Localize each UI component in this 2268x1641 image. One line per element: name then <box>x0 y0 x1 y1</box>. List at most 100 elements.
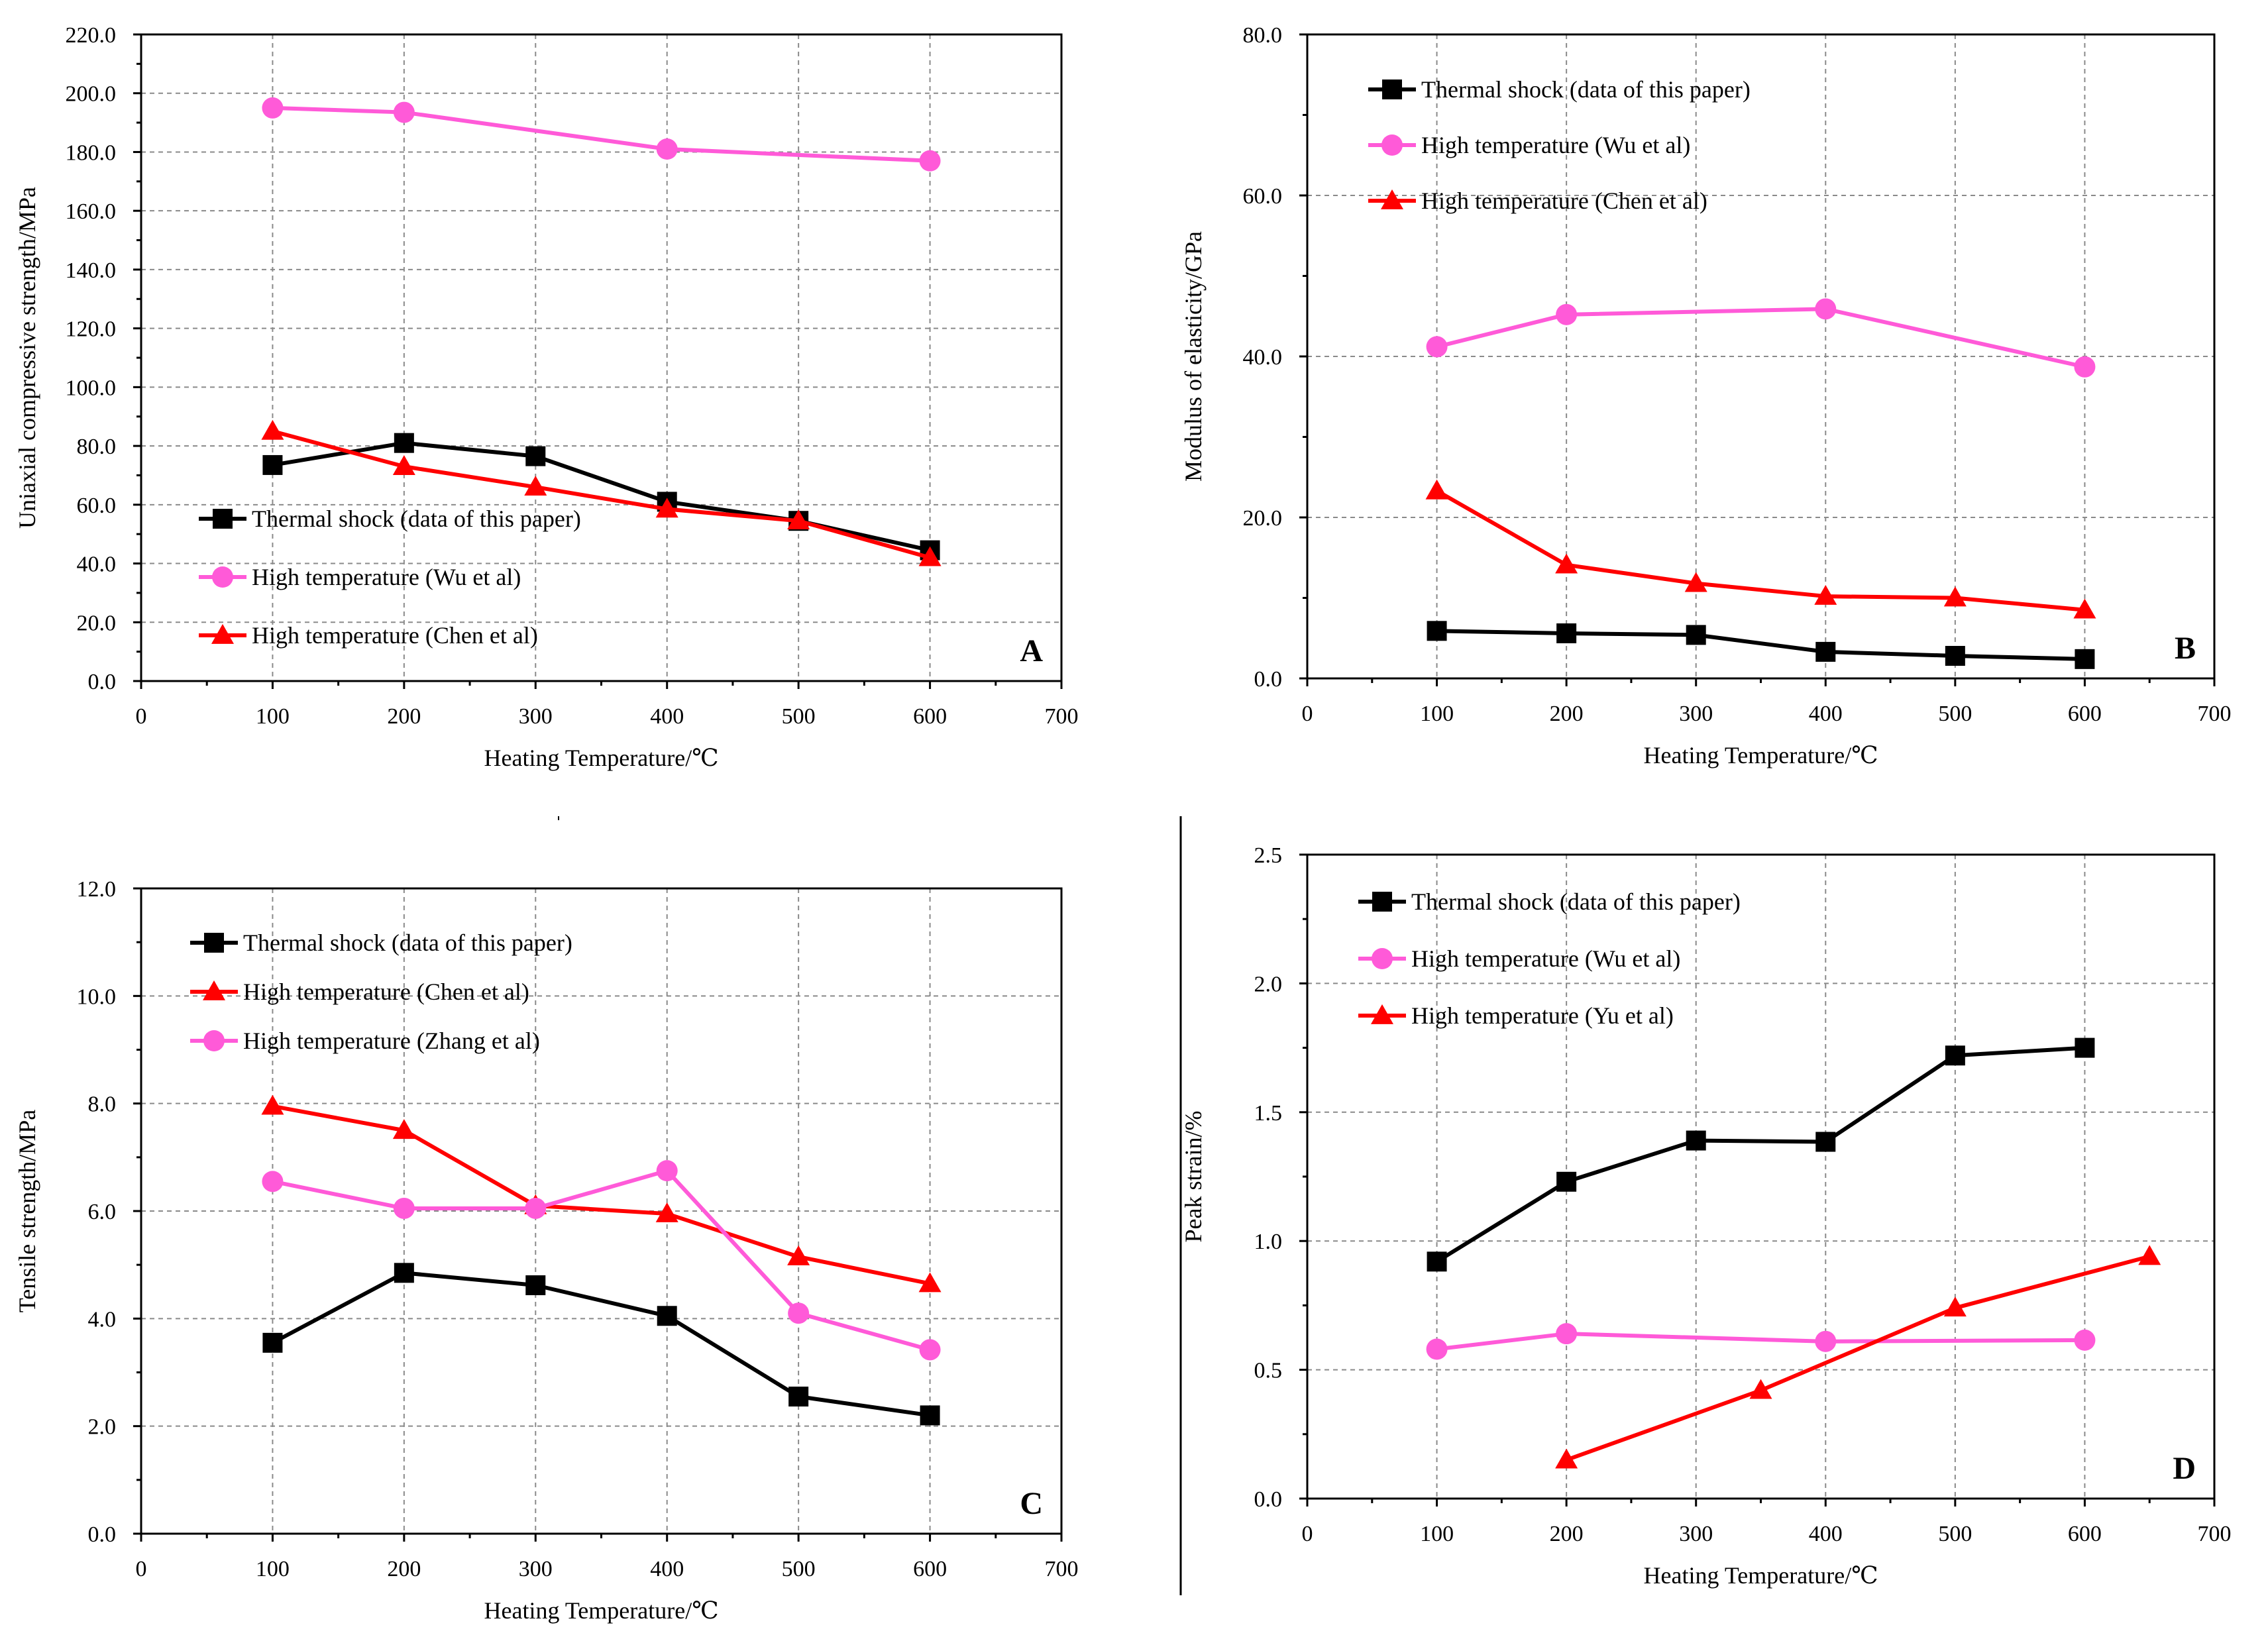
data-point-square <box>394 1263 414 1283</box>
data-point-triangle <box>1943 1297 1967 1317</box>
legend-label: High temperature (Zhang et al) <box>243 1028 540 1054</box>
data-point-square <box>1686 625 1706 645</box>
x-axis-title: Heating Temperature/℃ <box>484 1597 719 1624</box>
legend-marker-triangle <box>1371 1004 1393 1024</box>
legend-marker-square <box>1382 79 1402 99</box>
panel-letter: D <box>2173 1451 2196 1486</box>
series-line <box>1436 1332 2085 1351</box>
series-line <box>272 105 930 163</box>
data-point-square <box>657 1306 677 1326</box>
legend-label: Thermal shock (data of this paper) <box>252 505 581 532</box>
data-point-circle <box>1815 1330 1837 1352</box>
x-tick-label: 300 <box>1679 702 1713 726</box>
data-point-square <box>1556 1171 1577 1192</box>
x-tick-label: 100 <box>256 1557 290 1581</box>
y-tick-label: 20.0 <box>77 611 117 635</box>
data-point-circle <box>788 1302 810 1324</box>
data-point-square <box>1686 1130 1706 1151</box>
panel-letter: C <box>1020 1486 1043 1521</box>
legend-marker-circle <box>203 1030 225 1051</box>
y-tick-label: 0.5 <box>1254 1359 1283 1383</box>
data-point-triangle <box>918 1272 942 1293</box>
series-line <box>1436 629 2085 661</box>
x-tick-label: 300 <box>519 704 553 729</box>
y-tick-label: 0.0 <box>1254 1487 1283 1512</box>
y-axis-title: Uniaxial compressive strength/MPa <box>14 187 40 529</box>
data-point-triangle <box>1814 584 1837 605</box>
legend-label: High temperature (Chen et al) <box>252 622 538 649</box>
series-line <box>1436 489 2085 612</box>
y-tick-label: 0.0 <box>88 1522 117 1547</box>
y-tick-label: 80.0 <box>77 435 117 459</box>
data-point-circle <box>262 97 284 119</box>
data-point-circle <box>393 1197 415 1219</box>
x-tick-label: 100 <box>256 704 290 729</box>
series-2 <box>1426 1323 2096 1360</box>
data-point-circle <box>262 1171 284 1192</box>
legend-label: Thermal shock (data of this paper) <box>243 929 572 956</box>
data-point-square <box>920 1405 940 1426</box>
series-line <box>272 1169 931 1352</box>
chart-panel-b: 0.0 20.0 40.0 60.0 80.0 0 100 200 300 400 500 600 70… <box>1180 23 2232 768</box>
data-point-triangle <box>2073 598 2096 619</box>
legend-marker-triangle <box>1381 189 1403 209</box>
data-point-triangle <box>1943 586 1967 607</box>
legend-label: High temperature (Wu et al) <box>252 564 521 590</box>
legend-marker-square <box>213 509 233 529</box>
legend-label: High temperature (Chen et al) <box>243 979 529 1005</box>
x-tick-label: 0 <box>136 704 147 729</box>
data-point-square <box>2075 649 2095 669</box>
y-tick-label: 40.0 <box>77 553 117 577</box>
x-tick-label: 0 <box>136 1557 147 1581</box>
series-3 <box>262 1160 941 1361</box>
legend: Thermal shock (data of this paper) High t… <box>1368 76 1751 214</box>
y-tick-label: 0.0 <box>88 670 117 694</box>
x-tick-label: 200 <box>387 704 421 729</box>
data-point-triangle <box>655 498 678 518</box>
x-tick-label: 500 <box>782 704 816 729</box>
data-point-square <box>1945 645 1965 666</box>
data-point-circle <box>1556 303 1578 325</box>
data-point-circle <box>1815 298 1837 320</box>
data-point-triangle <box>261 1094 284 1115</box>
data-point-circle <box>1556 1323 1578 1345</box>
data-point-circle <box>919 1339 941 1361</box>
x-tick-label: 700 <box>2198 702 2232 726</box>
legend-label: High temperature (Wu et al) <box>1411 945 1680 972</box>
data-point-circle <box>2074 1329 2096 1351</box>
series-line <box>1435 1045 2085 1263</box>
y-tick-label: 1.0 <box>1254 1230 1283 1254</box>
legend-marker-triangle <box>203 980 225 1000</box>
data-point-triangle <box>2138 1245 2161 1265</box>
y-tick-label: 180.0 <box>66 140 117 165</box>
y-tick-label: 12.0 <box>77 877 117 902</box>
legend-marker-circle <box>1381 134 1403 156</box>
series-line <box>1566 1254 2150 1462</box>
legend: Thermal shock (data of this paper) High t… <box>199 505 581 649</box>
data-point-square <box>1556 623 1577 643</box>
data-point-triangle <box>524 476 547 496</box>
chart-panel-c: 0.0 2.0 4.0 6.0 8.0 10.0 12.0 0 100 200 300 400 500 6… <box>14 877 1079 1624</box>
data-point-triangle <box>1684 572 1707 592</box>
x-tick-label: 400 <box>650 1557 684 1581</box>
series-1 <box>1427 621 2095 669</box>
series-line <box>272 1104 931 1286</box>
series-3 <box>1425 479 2096 619</box>
y-tick-label: 6.0 <box>88 1200 117 1224</box>
y-tick-label: 140.0 <box>66 258 117 283</box>
x-tick-label: 500 <box>1938 1522 1972 1546</box>
x-tick-label: 100 <box>1420 1522 1454 1546</box>
y-axis-title: Modulus of elasticity/GPa <box>1180 231 1207 482</box>
y-tick-label: 0.0 <box>1254 667 1283 692</box>
y-tick-label: 2.5 <box>1254 843 1283 868</box>
y-tick-label: 1.5 <box>1254 1101 1283 1126</box>
series-2 <box>1426 298 2096 378</box>
data-point-circle <box>1426 1338 1448 1360</box>
series-3 <box>1555 1245 2161 1469</box>
data-point-triangle <box>392 1119 415 1139</box>
data-point-square <box>2075 1037 2095 1058</box>
series-2 <box>261 1094 942 1293</box>
legend-marker-triangle <box>211 623 234 644</box>
y-tick-label: 60.0 <box>1243 184 1283 209</box>
